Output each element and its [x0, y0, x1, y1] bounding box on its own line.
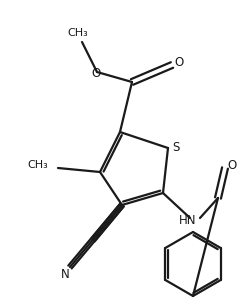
Text: O: O — [174, 55, 184, 68]
Text: S: S — [172, 140, 180, 153]
Text: O: O — [91, 67, 101, 79]
Text: HN: HN — [179, 214, 197, 228]
Text: O: O — [227, 159, 237, 172]
Text: CH₃: CH₃ — [68, 28, 88, 38]
Text: N: N — [61, 268, 69, 281]
Text: CH₃: CH₃ — [27, 160, 48, 170]
